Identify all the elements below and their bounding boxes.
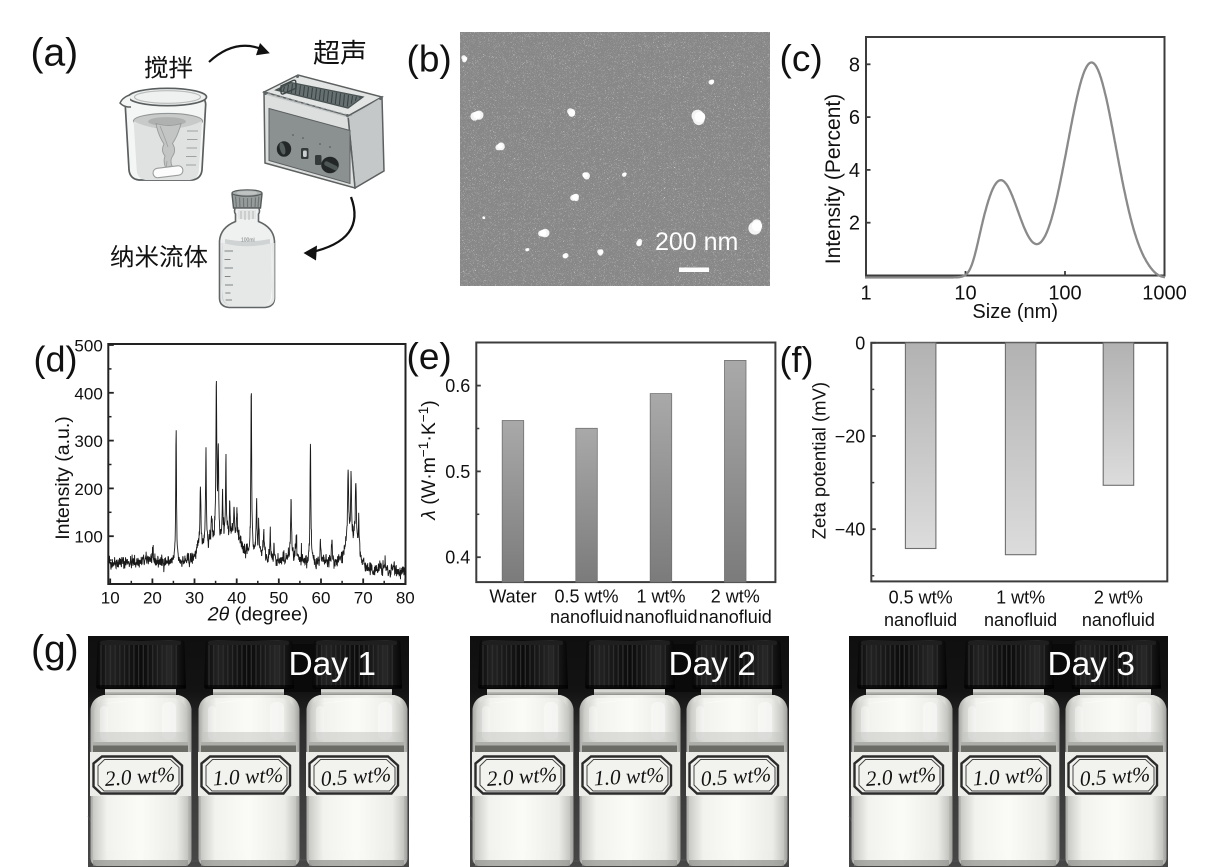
- svg-text:(d): (d): [34, 338, 78, 379]
- svg-text:λ (W·m−1·K−1): λ (W·m−1·K−1): [416, 400, 440, 520]
- svg-text:200: 200: [74, 480, 102, 499]
- svg-text:(b): (b): [407, 39, 452, 80]
- svg-text:6: 6: [849, 107, 860, 129]
- svg-text:300: 300: [74, 432, 102, 451]
- svg-text:400: 400: [74, 384, 102, 403]
- svg-text:nanofluid: nanofluid: [984, 610, 1057, 630]
- svg-text:4: 4: [849, 160, 860, 182]
- svg-text:500: 500: [74, 337, 102, 356]
- svg-text:200 nm: 200 nm: [655, 228, 738, 256]
- svg-text:nanofluid: nanofluid: [1082, 610, 1155, 630]
- svg-text:nanofluid: nanofluid: [624, 607, 697, 627]
- svg-text:2.0 wt%: 2.0 wt%: [486, 762, 558, 791]
- svg-text:Zeta potential (mV): Zeta potential (mV): [809, 382, 830, 539]
- svg-text:(g): (g): [31, 629, 79, 672]
- svg-text:8: 8: [849, 54, 860, 76]
- svg-text:20: 20: [143, 589, 162, 608]
- svg-text:nanofluid: nanofluid: [550, 607, 623, 627]
- svg-text:100: 100: [1048, 283, 1081, 305]
- svg-text:80: 80: [396, 589, 415, 608]
- svg-text:Size (nm): Size (nm): [972, 301, 1058, 323]
- svg-text:nanofluid: nanofluid: [699, 607, 772, 627]
- svg-text:Intensity (Percent): Intensity (Percent): [822, 94, 845, 264]
- svg-text:0.5 wt%: 0.5 wt%: [700, 762, 772, 791]
- svg-text:−40: −40: [835, 520, 866, 540]
- svg-text:0.4: 0.4: [445, 548, 470, 568]
- svg-text:2: 2: [849, 213, 860, 235]
- svg-text:Intensity (a.u.): Intensity (a.u.): [52, 416, 74, 540]
- svg-text:50: 50: [269, 589, 288, 608]
- svg-text:0.5 wt%: 0.5 wt%: [889, 588, 953, 608]
- svg-text:0.5: 0.5: [445, 462, 470, 482]
- svg-text:1 wt%: 1 wt%: [996, 588, 1045, 608]
- svg-text:Water: Water: [489, 587, 536, 607]
- svg-text:1000: 1000: [1142, 283, 1187, 305]
- svg-text:(c): (c): [780, 38, 823, 79]
- svg-text:(a): (a): [31, 32, 79, 75]
- svg-text:Day 3: Day 3: [1047, 646, 1135, 683]
- svg-text:100: 100: [74, 528, 102, 547]
- svg-text:10: 10: [954, 283, 976, 305]
- svg-text:40: 40: [227, 589, 246, 608]
- svg-text:−20: −20: [835, 427, 866, 447]
- svg-text:60: 60: [312, 589, 331, 608]
- svg-text:10: 10: [101, 589, 120, 608]
- svg-text:1.0 wt%: 1.0 wt%: [593, 763, 665, 791]
- svg-text:0.5 wt%: 0.5 wt%: [1079, 762, 1151, 791]
- svg-text:2θ (degree): 2θ (degree): [207, 604, 309, 626]
- svg-text:0.5 wt%: 0.5 wt%: [554, 587, 618, 607]
- svg-text:1: 1: [860, 283, 871, 305]
- svg-text:70: 70: [354, 589, 373, 608]
- svg-text:nanofluid: nanofluid: [884, 610, 957, 630]
- svg-text:Day 2: Day 2: [668, 646, 756, 683]
- svg-text:(f): (f): [780, 339, 814, 380]
- svg-text:2.0 wt%: 2.0 wt%: [104, 762, 176, 791]
- svg-text:100ml: 100ml: [241, 238, 255, 244]
- svg-text:0: 0: [855, 333, 865, 353]
- svg-text:1.0 wt%: 1.0 wt%: [972, 763, 1044, 791]
- svg-text:(e): (e): [407, 336, 452, 377]
- svg-text:1.0 wt%: 1.0 wt%: [212, 763, 284, 791]
- svg-text:1 wt%: 1 wt%: [636, 587, 685, 607]
- svg-text:2.0 wt%: 2.0 wt%: [865, 762, 937, 791]
- svg-text:Day 1: Day 1: [288, 646, 376, 683]
- svg-text:2 wt%: 2 wt%: [1094, 588, 1143, 608]
- svg-text:0.5 wt%: 0.5 wt%: [320, 762, 392, 791]
- svg-text:2 wt%: 2 wt%: [711, 587, 760, 607]
- svg-text:0.6: 0.6: [445, 376, 470, 396]
- svg-text:30: 30: [185, 589, 204, 608]
